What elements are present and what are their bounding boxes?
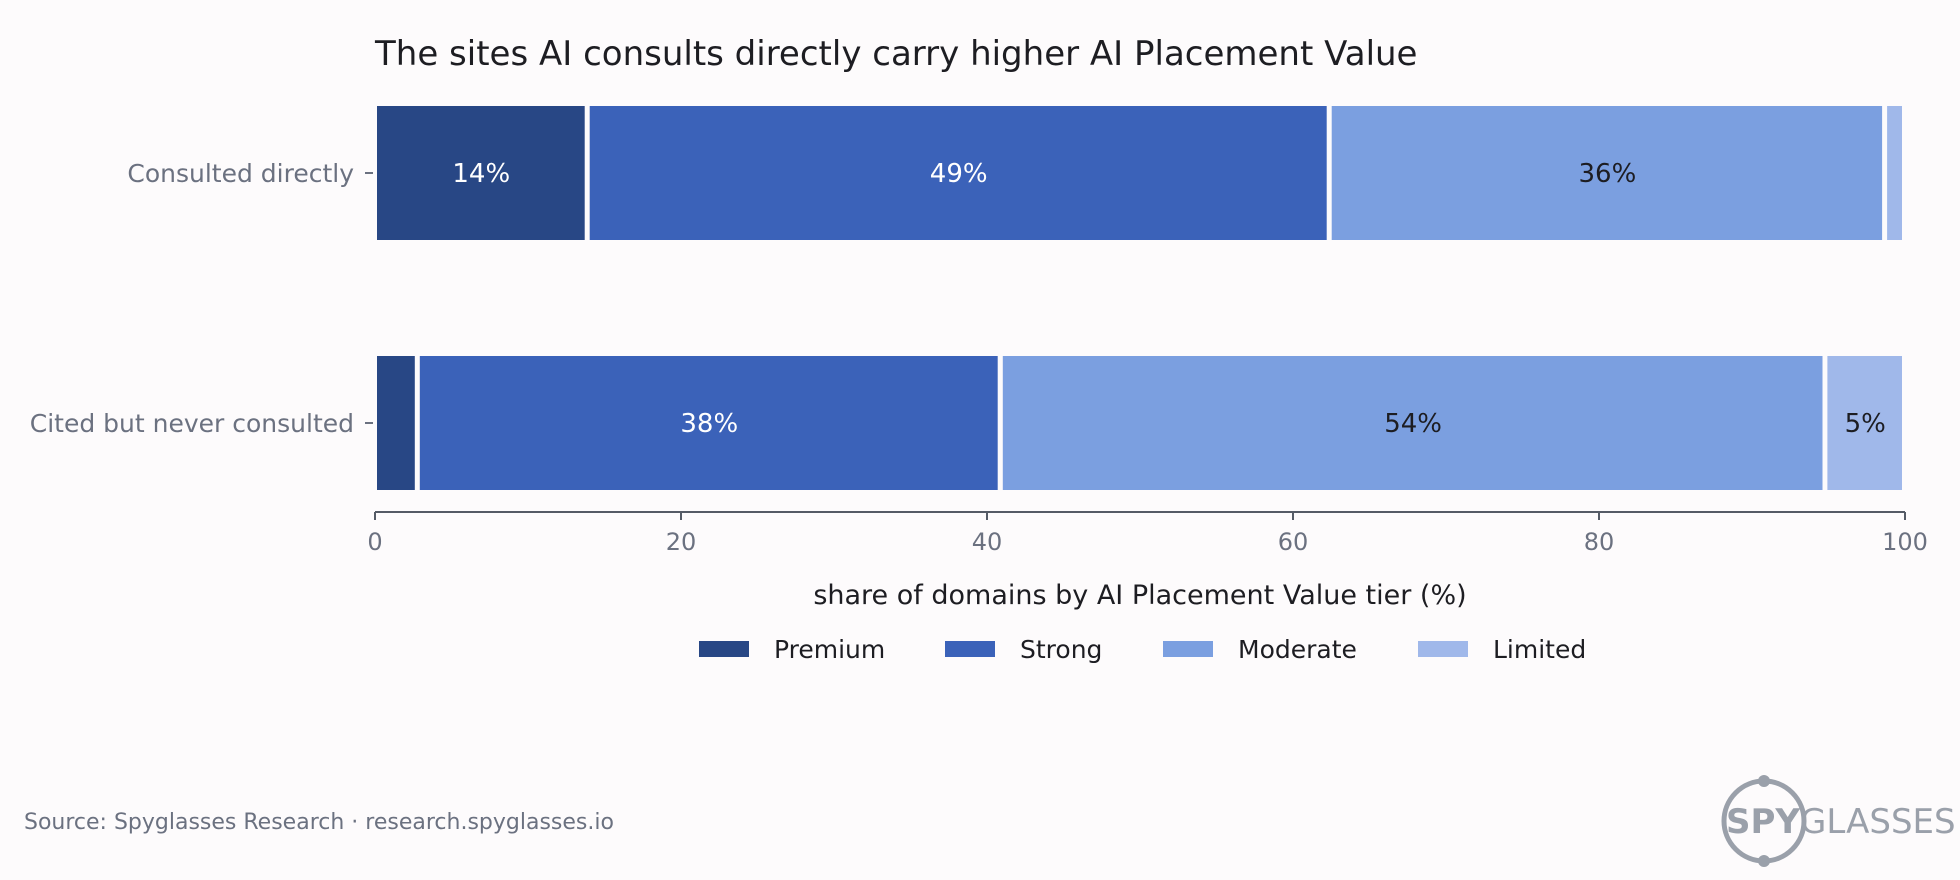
legend-swatch-moderate (1163, 641, 1213, 657)
bar-label-premium-1: 14% (452, 159, 510, 189)
x-tick-label: 40 (972, 528, 1003, 556)
legend-label-moderate: Moderate (1238, 635, 1357, 664)
legend-label-strong: Strong (1020, 635, 1102, 664)
bar-limited-2 (1827, 356, 1902, 490)
bar-strong-1 (589, 106, 1327, 240)
bar-moderate-2 (1002, 356, 1823, 490)
bar-label-moderate-2: 54% (1384, 409, 1442, 439)
bar-limited-1 (1887, 106, 1902, 240)
x-axis: 0 20 40 60 80 100 (367, 511, 1928, 556)
x-tick-label: 60 (1278, 528, 1309, 556)
x-axis-label: share of domains by AI Placement Value t… (813, 580, 1466, 611)
bar-label-strong-2: 38% (680, 409, 738, 439)
x-tick-label: 80 (1584, 528, 1615, 556)
bar-label-moderate-1: 36% (1579, 159, 1637, 189)
legend-label-limited: Limited (1493, 635, 1586, 664)
category-label-2: Cited but never consulted (30, 409, 354, 438)
chart-title: The sites AI consults directly carry hig… (374, 34, 1417, 74)
logo-ring-dot-top (1758, 775, 1770, 787)
bars-layer: 14% 49% 36% 38% 54% 5% (377, 106, 1902, 490)
legend-label-premium: Premium (774, 635, 885, 664)
category-label-1: Consulted directly (127, 159, 354, 188)
legend: Premium Strong Moderate Limited (699, 635, 1586, 664)
source-note: Source: Spyglasses Research · research.s… (24, 810, 614, 835)
bar-premium-2 (377, 356, 415, 490)
logo-ring-dot-bottom (1758, 855, 1770, 867)
bar-premium-1 (377, 106, 585, 240)
bar-moderate-1 (1331, 106, 1883, 240)
logo-text-light: GLASSES (1800, 802, 1956, 842)
x-tick-label: 20 (666, 528, 697, 556)
svg-text:SPYGLASSES: SPYGLASSES (1726, 802, 1956, 842)
bar-strong-2 (419, 356, 998, 490)
legend-swatch-strong (945, 641, 995, 657)
legend-swatch-limited (1418, 641, 1468, 657)
legend-swatch-premium (699, 641, 749, 657)
x-tick-label: 100 (1882, 528, 1928, 556)
bar-label-limited-2: 5% (1845, 409, 1886, 439)
bar-label-strong-1: 49% (930, 159, 988, 189)
spyglasses-logo: SPYGLASSES (1721, 775, 1956, 867)
category-axis: Consulted directly Cited but never consul… (30, 159, 373, 438)
logo-text-bold: SPY (1726, 802, 1800, 842)
x-tick-label: 0 (367, 528, 382, 556)
